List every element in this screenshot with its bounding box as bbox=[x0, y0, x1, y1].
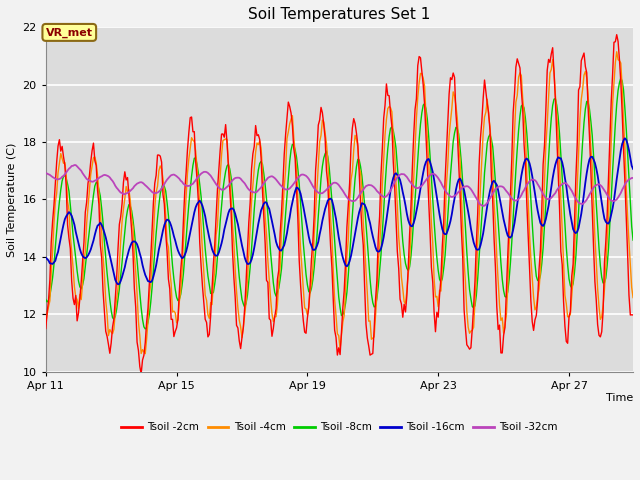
Text: VR_met: VR_met bbox=[46, 27, 93, 37]
Y-axis label: Soil Temperature (C): Soil Temperature (C) bbox=[7, 142, 17, 257]
Legend: Tsoil -2cm, Tsoil -4cm, Tsoil -8cm, Tsoil -16cm, Tsoil -32cm: Tsoil -2cm, Tsoil -4cm, Tsoil -8cm, Tsoi… bbox=[117, 418, 562, 436]
X-axis label: Time: Time bbox=[606, 394, 633, 403]
Title: Soil Temperatures Set 1: Soil Temperatures Set 1 bbox=[248, 7, 431, 22]
